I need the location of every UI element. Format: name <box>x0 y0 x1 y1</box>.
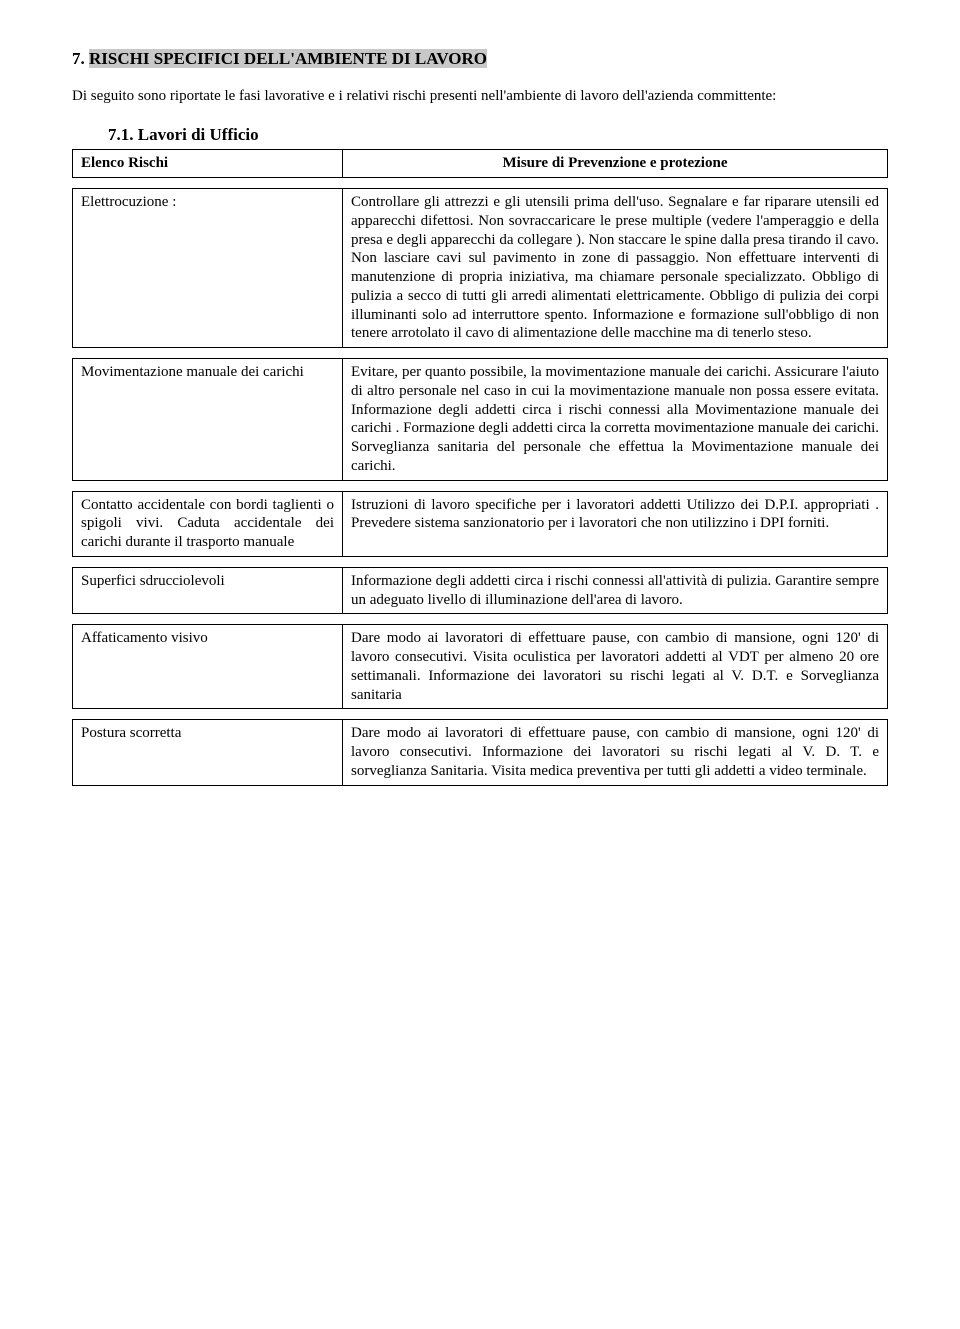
risk-cell: Affaticamento visivo <box>73 625 343 708</box>
risk-cell: Superfici sdrucciolevoli <box>73 568 343 614</box>
header-left: Elenco Rischi <box>73 150 343 177</box>
risk-cell: Elettrocuzione : <box>73 189 343 347</box>
measure-cell: Evitare, per quanto possibile, la movime… <box>343 359 887 480</box>
table-header-row: Elenco Rischi Misure di Prevenzione e pr… <box>72 149 888 178</box>
table-row: Elettrocuzione : Controllare gli attrezz… <box>72 188 888 348</box>
section-title: RISCHI SPECIFICI DELL'AMBIENTE DI LAVORO <box>89 49 487 68</box>
table-row: Contatto accidentale con bordi taglienti… <box>72 491 888 557</box>
subsection-number: 7.1. <box>108 125 134 144</box>
measure-cell: Istruzioni di lavoro specifiche per i la… <box>343 492 887 556</box>
measure-cell: Dare modo ai lavoratori di effettuare pa… <box>343 720 887 784</box>
risk-cell: Contatto accidentale con bordi taglienti… <box>73 492 343 556</box>
risk-cell: Movimentazione manuale dei carichi <box>73 359 343 480</box>
subsection-heading: 7.1. Lavori di Ufficio <box>108 124 888 145</box>
table-row: Affaticamento visivo Dare modo ai lavora… <box>72 624 888 709</box>
table-row: Superfici sdrucciolevoli Informazione de… <box>72 567 888 615</box>
section-heading: 7. RISCHI SPECIFICI DELL'AMBIENTE DI LAV… <box>72 48 888 69</box>
measure-cell: Dare modo ai lavoratori di effettuare pa… <box>343 625 887 708</box>
subsection-title: Lavori di Ufficio <box>138 125 259 144</box>
header-right: Misure di Prevenzione e protezione <box>343 150 887 177</box>
measure-cell: Informazione degli addetti circa i risch… <box>343 568 887 614</box>
table-row: Postura scorretta Dare modo ai lavorator… <box>72 719 888 785</box>
section-number: 7. <box>72 49 85 68</box>
table-row: Movimentazione manuale dei carichi Evita… <box>72 358 888 481</box>
risk-cell: Postura scorretta <box>73 720 343 784</box>
section-intro: Di seguito sono riportate le fasi lavora… <box>72 87 888 106</box>
measure-cell: Controllare gli attrezzi e gli utensili … <box>343 189 887 347</box>
